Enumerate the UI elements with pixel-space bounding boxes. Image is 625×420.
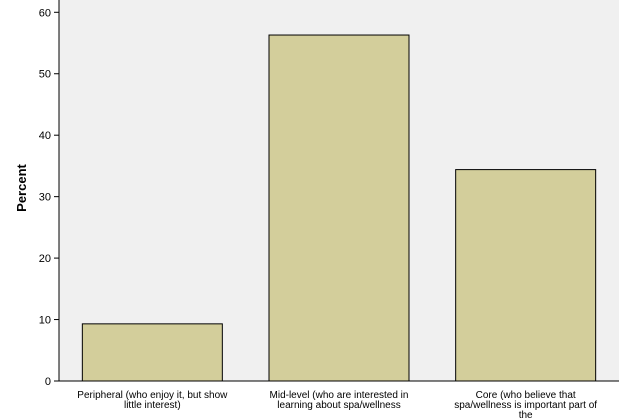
y-tick-label-40: 40 [39, 130, 51, 142]
y-tick-label-20: 20 [39, 253, 51, 265]
y-axis-ticks: 0 10 20 30 40 50 60 [39, 7, 59, 388]
y-tick-label-60: 60 [39, 7, 51, 19]
y-axis-title: Percent [14, 163, 29, 211]
y-tick-label-10: 10 [39, 315, 51, 327]
bar-0 [81, 323, 223, 382]
y-tick-label-50: 50 [39, 69, 51, 81]
x-tick-label-0: Peripheral (who enjoy it, but show little… [77, 390, 228, 411]
x-tick-label-1: Mid-level (who are interested in learning… [270, 390, 409, 411]
bars [81, 34, 597, 382]
y-tick-label-30: 30 [39, 192, 51, 204]
y-tick-label-0: 0 [45, 376, 51, 388]
bar-2 [455, 169, 597, 382]
x-tick-label-2: Core (who believe that spa/wellness is im… [454, 390, 597, 420]
x-axis-labels: Peripheral (who enjoy it, but show little… [77, 390, 597, 420]
bar-1 [268, 34, 410, 382]
